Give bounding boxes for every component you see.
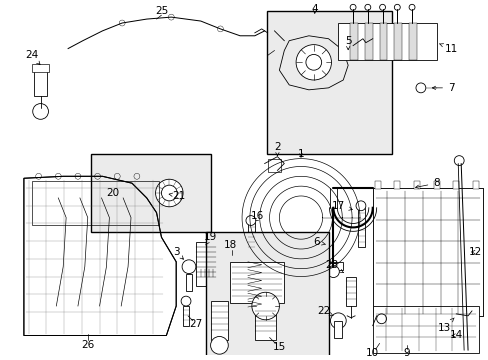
Text: 3: 3 (173, 247, 183, 259)
Text: 6: 6 (313, 237, 325, 247)
Circle shape (327, 266, 339, 278)
Circle shape (403, 230, 446, 274)
Bar (408, 23, 416, 60)
Bar (32, 181, 159, 225)
Bar (452, 181, 458, 189)
Circle shape (453, 156, 463, 166)
Circle shape (415, 83, 425, 93)
Circle shape (182, 260, 196, 274)
Circle shape (33, 104, 48, 119)
Bar (372, 188, 482, 316)
Text: 20: 20 (105, 188, 119, 198)
Circle shape (296, 45, 331, 80)
Text: 19: 19 (203, 232, 217, 245)
Bar (34, 68, 47, 96)
Text: 26: 26 (81, 340, 94, 350)
Text: 5: 5 (344, 36, 351, 50)
Circle shape (181, 296, 190, 306)
Text: 15: 15 (272, 342, 285, 352)
Bar (205, 232, 328, 360)
Circle shape (155, 179, 183, 207)
Text: 21: 21 (169, 191, 185, 201)
Bar (349, 23, 357, 60)
Bar (91, 154, 210, 232)
Bar (323, 262, 343, 270)
Circle shape (355, 201, 365, 211)
Bar (374, 181, 380, 189)
Bar (254, 306, 276, 341)
Bar (210, 301, 228, 341)
Bar (393, 181, 400, 189)
Text: 14: 14 (449, 330, 462, 341)
Bar (32, 64, 49, 72)
Text: 27: 27 (189, 319, 202, 329)
Bar (372, 188, 482, 316)
Text: 10: 10 (366, 348, 379, 358)
Bar (185, 274, 191, 291)
Text: 4: 4 (311, 4, 317, 14)
Bar (196, 242, 215, 286)
Text: 13: 13 (437, 318, 453, 333)
Circle shape (245, 216, 255, 225)
Text: 2: 2 (274, 142, 280, 156)
Text: 22: 22 (316, 306, 332, 316)
Text: 24: 24 (25, 50, 40, 65)
Text: 1: 1 (297, 149, 304, 159)
Bar (266, 11, 391, 154)
Bar (197, 269, 218, 276)
Circle shape (376, 314, 386, 324)
Bar (357, 208, 364, 247)
Text: 7: 7 (431, 83, 454, 93)
Bar (346, 276, 355, 306)
Circle shape (438, 330, 447, 341)
Text: 25: 25 (155, 6, 168, 16)
Bar (372, 306, 478, 353)
Bar (472, 181, 478, 189)
Bar (247, 222, 254, 254)
Bar (364, 23, 372, 60)
Bar (413, 181, 419, 189)
Bar (230, 262, 284, 303)
Text: 9: 9 (403, 348, 409, 358)
Text: 23: 23 (324, 260, 343, 273)
Bar (183, 306, 188, 326)
Bar (338, 23, 436, 60)
Text: 16: 16 (251, 211, 264, 221)
Bar (334, 321, 342, 338)
Circle shape (251, 292, 279, 320)
Bar (379, 23, 386, 60)
Text: 12: 12 (468, 247, 482, 257)
Bar (433, 181, 439, 189)
Bar (267, 159, 281, 172)
Text: 17: 17 (331, 201, 352, 211)
Circle shape (330, 313, 346, 329)
Text: 18: 18 (223, 240, 236, 250)
Text: 8: 8 (415, 178, 439, 188)
Bar (393, 23, 402, 60)
Text: 11: 11 (438, 44, 457, 54)
Circle shape (210, 337, 228, 354)
